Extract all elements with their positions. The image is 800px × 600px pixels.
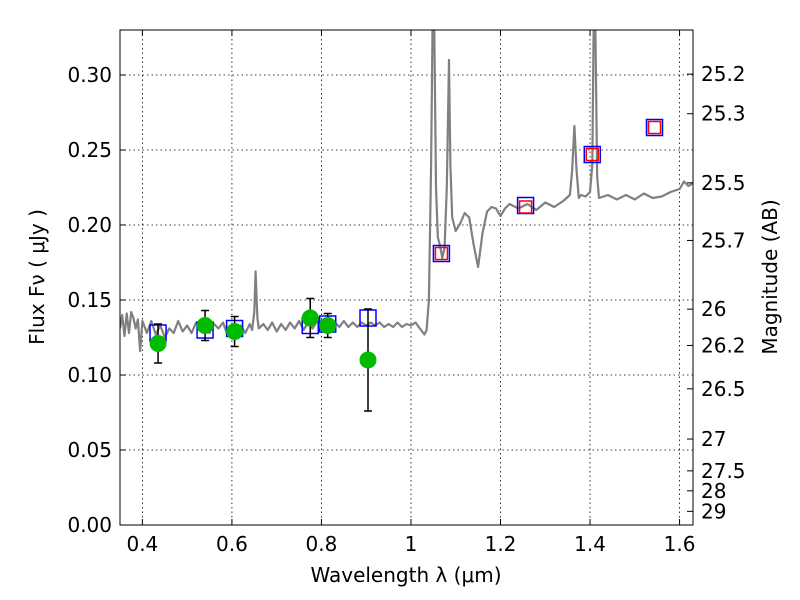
limit-square-point [647, 120, 662, 135]
y-tick-label: 0.25 [67, 138, 112, 162]
right-tick-label: 25.3 [701, 102, 746, 126]
right-tick-label: 25.2 [701, 62, 746, 86]
y-tick-label: 0.00 [67, 513, 112, 537]
x-axis-title: Wavelength λ (μm) [310, 563, 501, 587]
x-tick-label: 0.6 [216, 532, 248, 556]
right-tick-label: 25.5 [701, 171, 746, 195]
marker-layer [149, 118, 664, 412]
right-tick-label: 28 [701, 479, 726, 503]
y-tick-label: 0.15 [67, 288, 112, 312]
right-tick-label: 29 [701, 499, 726, 523]
observed-point [319, 317, 337, 334]
model-square-point [645, 118, 664, 137]
right-tick-label: 25.7 [701, 228, 746, 252]
model-square-point [583, 145, 602, 164]
observed-point [301, 309, 319, 327]
model-square-point [432, 244, 451, 263]
right-tick-label: 27 [701, 427, 726, 451]
x-tick-label: 1 [405, 532, 418, 556]
x-tick-label: 1.6 [664, 532, 696, 556]
y-tick-label: 0.05 [67, 438, 112, 462]
limit-square-point [518, 200, 533, 214]
right-tick-label: 26 [701, 297, 726, 321]
x-tick-label: 1.2 [485, 532, 517, 556]
y-axis-title: Flux Fν ( μJy ) [25, 209, 49, 345]
y-tick-label: 0.20 [67, 213, 112, 237]
observed-point [196, 317, 214, 334]
right-tick-label: 26.5 [701, 377, 746, 401]
x-tick-label: 0.8 [306, 532, 338, 556]
x-tick-label: 1.4 [574, 532, 606, 556]
y-tick-label: 0.30 [67, 63, 112, 87]
limit-square-point [434, 246, 449, 261]
plot-frame [119, 29, 694, 526]
ticks: 0.4 0.6 0.8 1 1.2 1.4 1.6 0.00 0.05 0.10 0.15 0.20 0… [67, 30, 746, 556]
x-tick-label: 0.4 [126, 532, 158, 556]
right-tick-label: 26.2 [701, 333, 746, 357]
observed-point [149, 335, 167, 352]
limit-square-point [585, 147, 600, 162]
y-tick-label: 0.10 [67, 363, 112, 387]
y-axis-right-title: Magnitude (AB) [758, 199, 782, 354]
right-tick-label: 27.5 [701, 459, 746, 483]
observed-point [359, 351, 377, 369]
observed-point [226, 323, 244, 340]
plot-area [120, 30, 693, 525]
